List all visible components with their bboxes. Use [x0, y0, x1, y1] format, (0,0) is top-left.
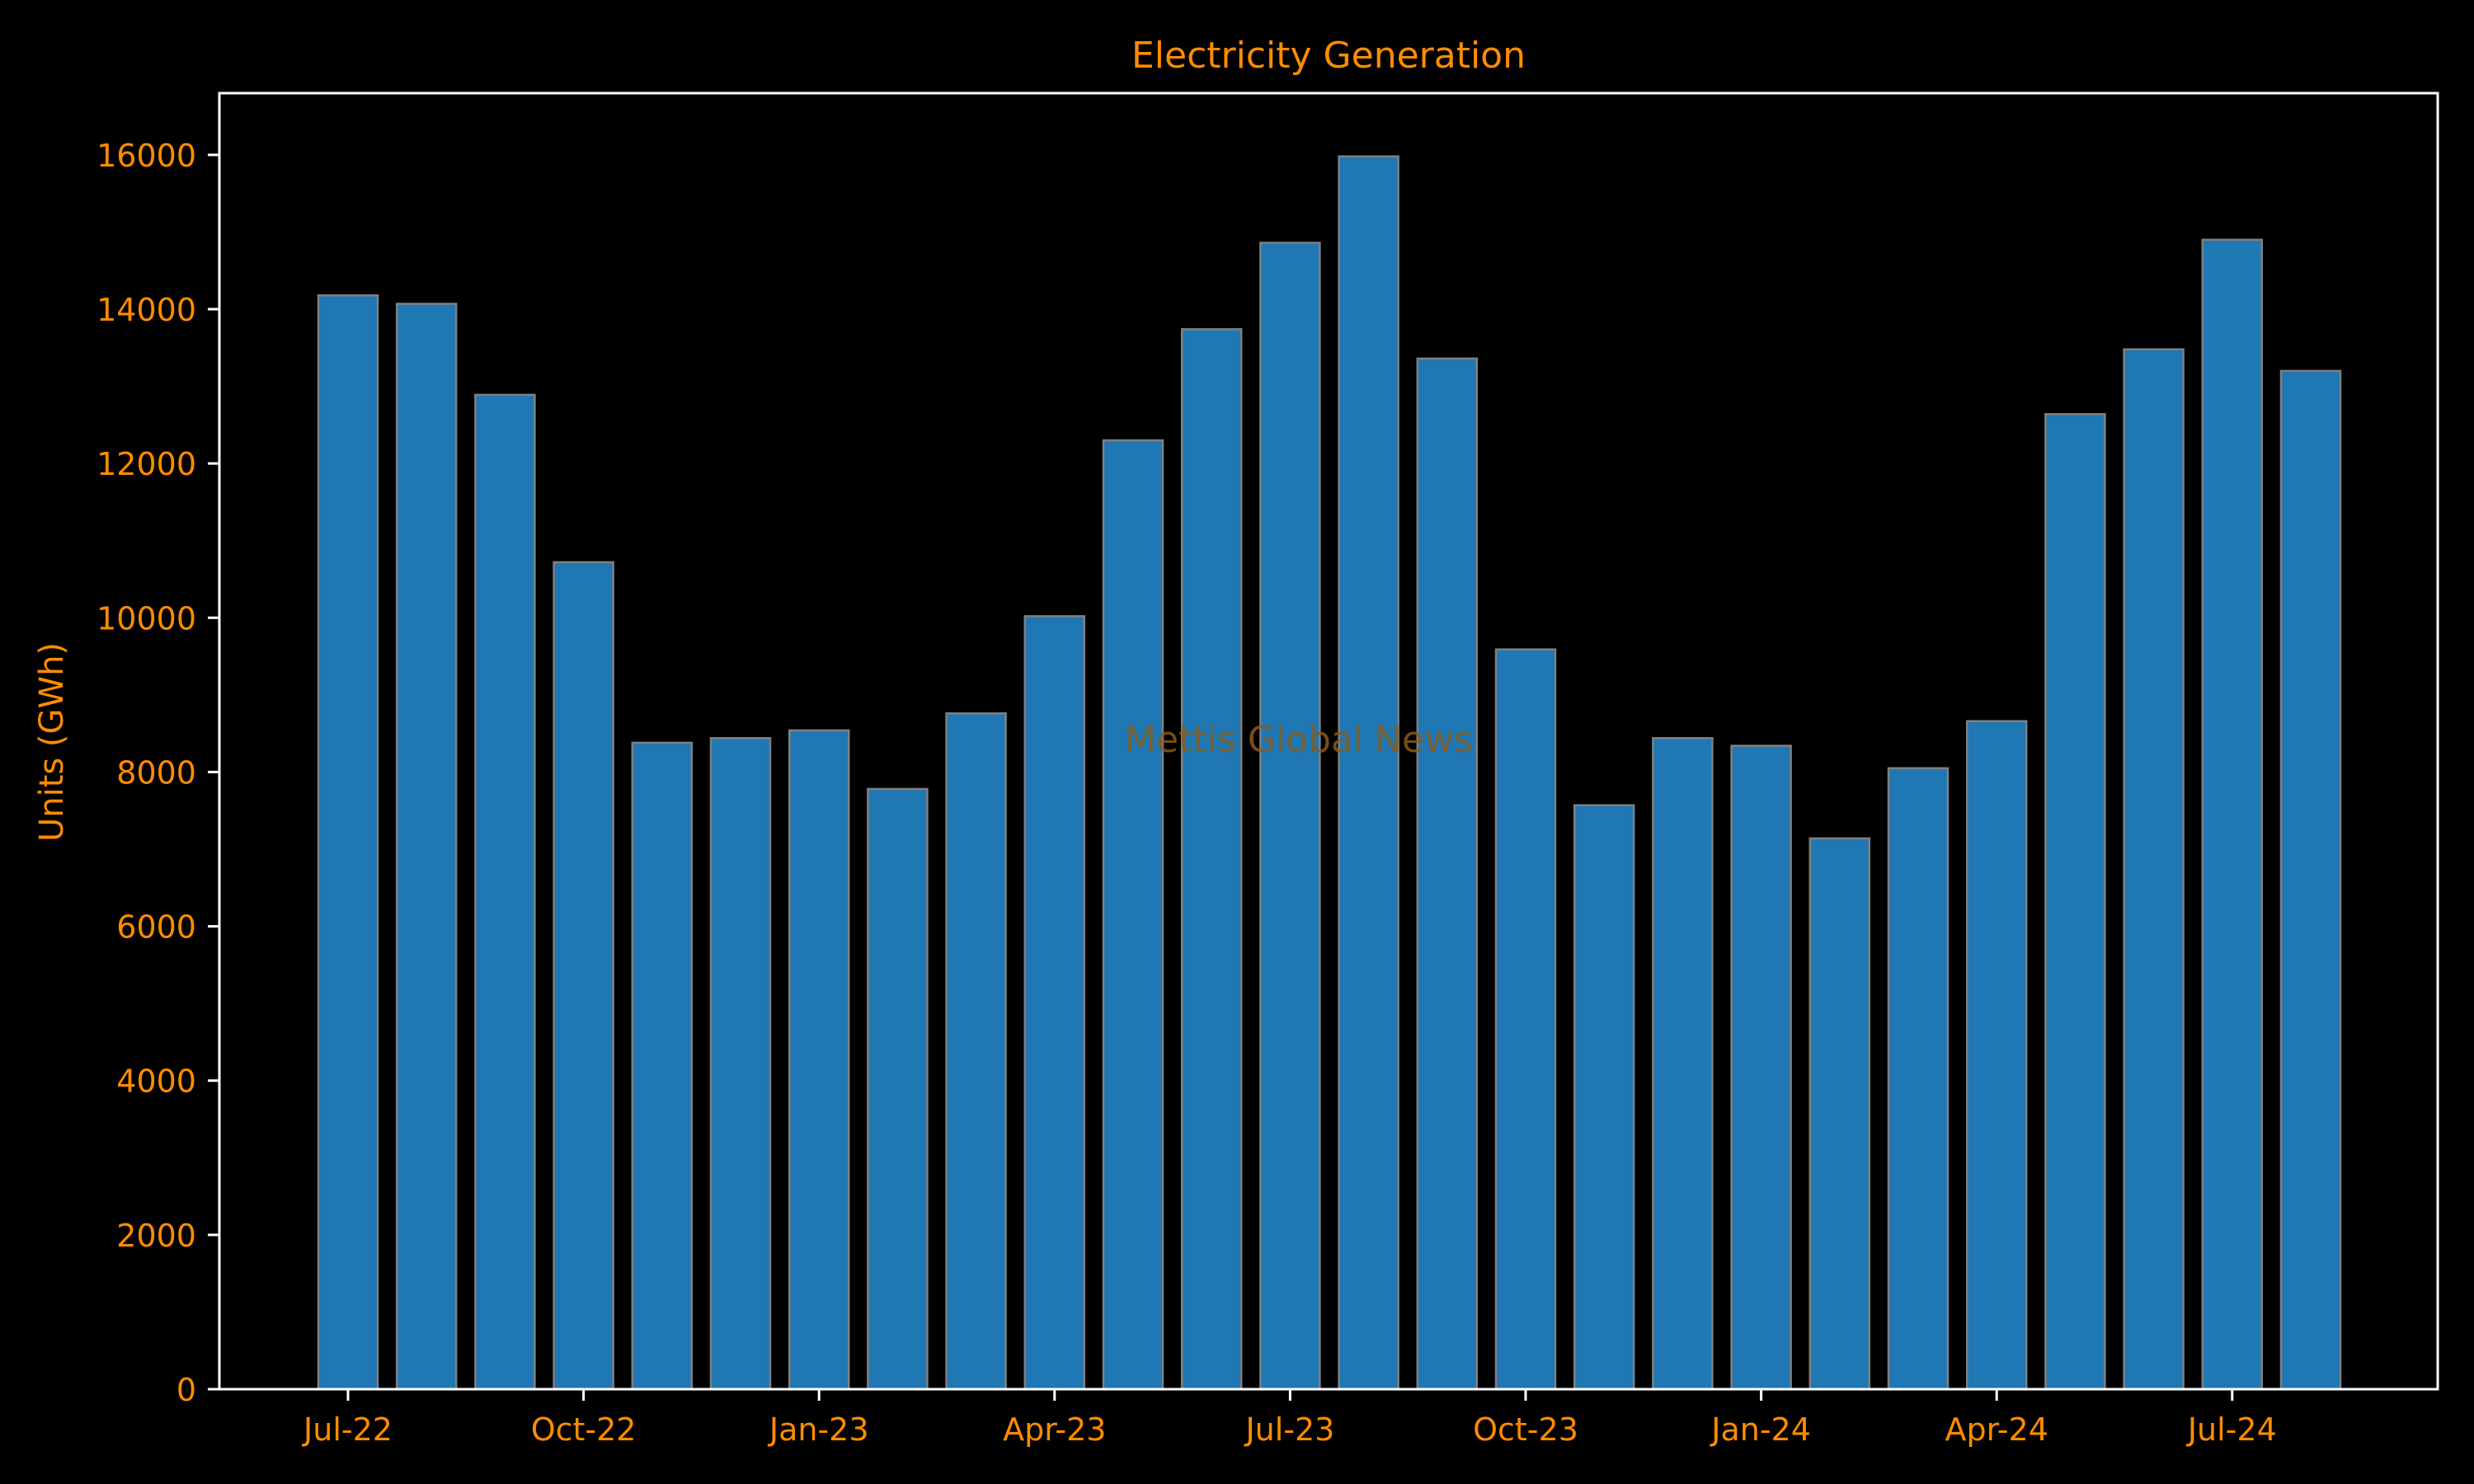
x-tick-label: Oct-23 [1473, 1411, 1578, 1448]
y-tick-label: 16000 [96, 138, 196, 174]
bars-group [317, 155, 2342, 1391]
bar-jan-23 [788, 729, 850, 1391]
bar-dec-23 [1652, 737, 1714, 1391]
bar-feb-23 [867, 787, 929, 1391]
bar-apr-24 [1965, 720, 2028, 1391]
bar-mar-24 [1887, 767, 1950, 1391]
watermark-text: Mettis Global News [1125, 719, 1473, 761]
bar-jan-24 [1730, 744, 1792, 1391]
y-tick-label: 2000 [116, 1218, 196, 1254]
x-tick-label: Jul-22 [302, 1411, 393, 1448]
y-tick-label: 10000 [96, 600, 196, 636]
x-tick-label: Apr-24 [1945, 1411, 2048, 1448]
bar-feb-24 [1808, 837, 1871, 1391]
x-tick-label: Jan-23 [768, 1411, 869, 1448]
bar-aug-22 [395, 303, 458, 1391]
bar-jul-22 [317, 294, 379, 1391]
bar-nov-22 [631, 741, 694, 1391]
x-tick-label: Apr-23 [1003, 1411, 1106, 1448]
x-tick-label: Jul-24 [2186, 1411, 2277, 1448]
plot-frame [218, 92, 2439, 1391]
y-tick-label: 6000 [116, 909, 196, 946]
y-axis: 0 2000 4000 6000 8000 10000 12000 14000 16000 [96, 138, 219, 1408]
bar-jun-23 [1180, 328, 1243, 1391]
y-tick-label: 4000 [116, 1064, 196, 1100]
x-axis: Jul-22 Oct-22 Jan-23 Apr-23 Jul-23 Oct-23 Jan-… [302, 1389, 2277, 1448]
y-axis-label: Units (GWh) [33, 642, 71, 842]
bar-sep-23 [1416, 357, 1479, 1391]
bar-jul-23 [1259, 242, 1321, 1391]
bar-may-24 [2044, 413, 2106, 1391]
bar-may-23 [1102, 439, 1164, 1391]
x-tick-label: Jan-24 [1710, 1411, 1811, 1448]
bar-aug-23 [1338, 155, 1399, 1391]
y-tick-label: 12000 [96, 446, 196, 482]
bar-aug-24 [2279, 369, 2342, 1391]
y-tick-label: 14000 [96, 292, 196, 328]
bar-jul-24 [2201, 238, 2264, 1391]
y-tick-label: 8000 [116, 754, 196, 791]
bar-sep-22 [474, 393, 536, 1391]
bar-nov-23 [1573, 804, 1635, 1391]
x-tick-label: Jul-23 [1244, 1411, 1334, 1448]
chart-title: Electricity Generation [1131, 35, 1526, 77]
x-tick-label: Oct-22 [531, 1411, 637, 1448]
bar-dec-22 [709, 737, 772, 1391]
bar-jun-24 [2123, 348, 2185, 1391]
bar-oct-22 [553, 561, 614, 1391]
bar-oct-23 [1494, 648, 1557, 1391]
bar-mar-23 [945, 712, 1007, 1391]
bar-apr-23 [1023, 615, 1086, 1391]
y-tick-label: 0 [176, 1372, 196, 1408]
